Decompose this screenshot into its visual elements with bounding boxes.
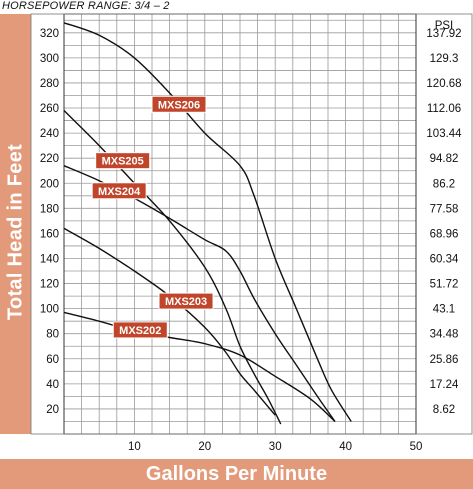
psi-tick-label: 129.3 <box>430 53 459 65</box>
y-tick-label: 320 <box>40 28 59 40</box>
series-tag-label: MXS202 <box>119 325 161 337</box>
y-tick-label: 180 <box>40 203 59 215</box>
y-tick-label: 120 <box>40 279 59 291</box>
y-tick-label: 160 <box>40 228 59 240</box>
grid <box>64 14 416 434</box>
y-tick-label: 80 <box>46 329 59 341</box>
y-tick-label: 40 <box>46 379 59 391</box>
psi-tick-label: 86.2 <box>433 178 455 190</box>
series-tag-label: MXS205 <box>102 156 144 168</box>
series-tag-mxs206: MXS206 <box>151 95 207 113</box>
series-tag-box <box>158 292 214 310</box>
psi-tick-label: 94.82 <box>430 153 459 165</box>
series-tag-box <box>95 152 151 170</box>
y-tick-label: 140 <box>40 253 59 265</box>
series-tags: MXS206 MXS205 MXS204 MXS203 MXS202 <box>91 95 214 339</box>
x-tick-label: 20 <box>198 441 211 453</box>
series-line-mxs206 <box>63 22 352 422</box>
y-tick-label: 20 <box>46 404 59 416</box>
series-tag-label: MXS204 <box>98 186 141 198</box>
series-tag-mxs205: MXS205 <box>95 152 151 170</box>
series-tag-box <box>151 95 207 113</box>
x-tick-label: 40 <box>339 441 352 453</box>
y-tick-label: 300 <box>40 53 59 65</box>
series-tag-box <box>112 321 168 339</box>
plot-frame <box>30 13 473 435</box>
psi-tick-label: 34.48 <box>430 329 459 341</box>
x-tick-label: 50 <box>410 441 423 453</box>
y-tick-label: 200 <box>40 178 59 190</box>
psi-tick-label: 68.96 <box>430 228 459 240</box>
psi-axis-title: PSI <box>435 20 454 32</box>
y-axis-title-band <box>0 14 31 434</box>
series-tag-mxs202: MXS202 <box>112 321 168 339</box>
psi-tick-label: 8.62 <box>433 404 455 416</box>
x-tick-label: 30 <box>269 441 282 453</box>
horsepower-range-label: HORSEPOWER RANGE: 3/4 – 2 <box>2 0 170 12</box>
series-tag-label: MXS206 <box>158 99 200 111</box>
x-axis-title-band <box>0 459 473 489</box>
series-tag-mxs203: MXS203 <box>158 292 214 310</box>
y-tick-label: 240 <box>40 128 59 140</box>
psi-tick-label: 17.24 <box>430 379 459 391</box>
y-tick-label: 220 <box>40 153 59 165</box>
series-tag-label: MXS203 <box>165 296 207 308</box>
y-tick-label: 260 <box>40 103 59 115</box>
outer-border <box>30 13 473 435</box>
x-tick-label: 10 <box>128 441 141 453</box>
psi-tick-label: 77.58 <box>430 203 459 215</box>
psi-tick-label: 25.86 <box>430 354 459 366</box>
psi-tick-label: 120.68 <box>426 78 461 90</box>
psi-tick-label: 112.06 <box>427 103 461 115</box>
psi-tick-label: 137.92 <box>426 28 461 40</box>
y-tick-label: 280 <box>40 78 59 90</box>
series-tag-box <box>91 182 147 200</box>
tick-labels: 20 40 60 80 100 120 140 160 180 200 220 240 260 280 30… <box>40 28 462 453</box>
x-axis-title: Gallons Per Minute <box>145 463 328 485</box>
series-line-mxs202 <box>63 311 336 423</box>
psi-tick-label: 60.34 <box>430 253 459 265</box>
psi-tick-label: 103.44 <box>426 128 462 140</box>
y-tick-label: 60 <box>46 354 59 366</box>
psi-tick-label: 43.1 <box>433 304 455 316</box>
series-line-mxs203 <box>63 227 276 416</box>
y-tick-label: 100 <box>40 304 59 316</box>
psi-tick-label: 51.72 <box>430 279 459 291</box>
series-tag-mxs204: MXS204 <box>91 182 147 200</box>
